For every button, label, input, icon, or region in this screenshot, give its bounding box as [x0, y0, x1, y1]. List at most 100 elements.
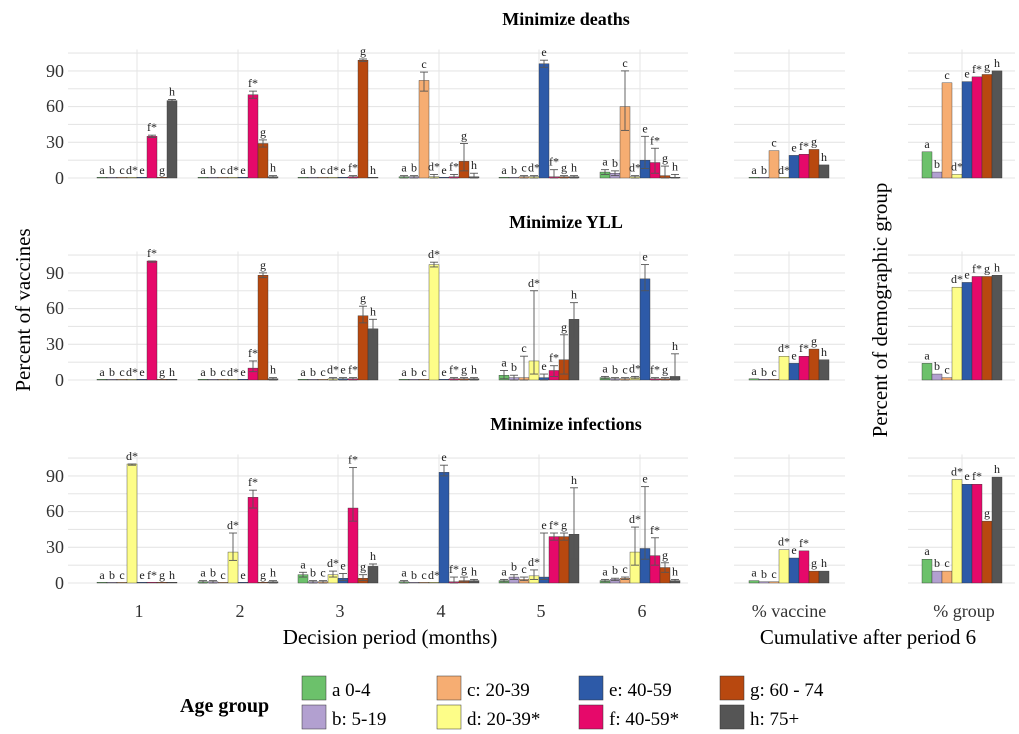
bar-p2-c	[217, 379, 229, 381]
bar-label: d*	[227, 365, 239, 379]
bar-vaccine-a	[748, 378, 760, 381]
xtick-period-4: 4	[437, 601, 446, 621]
gridlines	[68, 49, 1015, 584]
bar-p1-c	[116, 176, 128, 179]
bar-label: h	[471, 363, 477, 377]
bar-group-f	[971, 76, 983, 179]
bar-label: f*	[248, 76, 258, 90]
bar-label: h	[270, 161, 276, 175]
bar-label: f*	[147, 246, 157, 260]
bar-group-d	[951, 479, 963, 584]
bar-label: b	[761, 567, 767, 581]
bar-label: f*	[549, 155, 559, 169]
legend-label-a: a 0-4	[332, 680, 371, 701]
legend-swatch-h	[719, 704, 745, 730]
bar-label: d*	[227, 518, 239, 532]
bar-label: h	[571, 288, 577, 302]
bar-group-e	[961, 81, 973, 179]
bar-p1-d	[126, 463, 138, 584]
bar-p3-a	[297, 379, 309, 381]
bar-label: e	[964, 267, 969, 281]
bar-p1-g	[156, 176, 168, 179]
bar-group-f	[971, 484, 983, 584]
bar-label: d*	[327, 556, 339, 570]
bar-group-b	[931, 570, 943, 584]
bar-label: b	[511, 560, 517, 574]
legend-swatch-c	[436, 675, 462, 701]
bar-label: b	[109, 568, 115, 582]
bar-label: g	[561, 518, 567, 532]
bar-label: g	[159, 163, 165, 177]
bar-p1-b	[106, 582, 118, 584]
bar-label: h	[672, 159, 678, 173]
bar-group-g	[981, 74, 993, 179]
bar-label: h	[994, 260, 1000, 274]
bar-label: e	[791, 543, 796, 557]
bar-label: a	[300, 163, 306, 177]
bar-group-e	[961, 484, 973, 584]
bar-label: d*	[126, 365, 138, 379]
bar-p2-e	[237, 379, 249, 381]
legend-swatch-g	[719, 675, 745, 701]
bar-label: a	[924, 137, 930, 151]
bar-label: c	[421, 568, 426, 582]
ytick-label: 90	[46, 61, 64, 81]
bar-p4-c	[418, 582, 430, 584]
bar-label: d*	[428, 159, 440, 173]
bar-label: h	[571, 473, 577, 487]
bar-label: g	[811, 334, 817, 348]
bar-label: c	[320, 365, 325, 379]
bar-label: c	[622, 363, 627, 377]
bar-label: b	[210, 566, 216, 580]
bar-vaccine-e	[788, 155, 800, 179]
bar-label: d*	[629, 512, 641, 526]
bar-label: c	[421, 365, 426, 379]
bar-label: b	[761, 163, 767, 177]
bar-label: c	[521, 341, 526, 355]
bar-label: g	[662, 363, 668, 377]
bar-label: c	[521, 161, 526, 175]
bar-label: f*	[799, 536, 809, 550]
bar-label: c	[521, 562, 526, 576]
legend-swatch-a	[301, 675, 327, 701]
legend-label-f: f: 40-59*	[609, 709, 679, 730]
bar-p3-b	[307, 176, 319, 179]
bar-label: g	[984, 506, 990, 520]
bar-label: f*	[972, 261, 982, 275]
bar-vaccine-a	[748, 176, 760, 179]
bar-label: g	[811, 556, 817, 570]
bar-label: f*	[449, 159, 459, 173]
bar-label: e	[139, 163, 144, 177]
bar-p1-g	[156, 379, 168, 381]
bar-p2-d	[227, 379, 239, 381]
bar-p2-c	[217, 176, 229, 179]
bar-group-h	[991, 70, 1003, 179]
legend-swatch-e	[578, 675, 604, 701]
xtick-period-3: 3	[336, 601, 345, 621]
bar-p2-b	[207, 379, 219, 381]
bar-p2-e	[237, 582, 249, 584]
legend-swatch-b	[301, 704, 327, 730]
bar-label: d*	[951, 464, 963, 478]
bar-label: e	[240, 568, 245, 582]
bar-p1-b	[106, 379, 118, 381]
bar-label: c	[622, 562, 627, 576]
ytick-label: 30	[46, 537, 64, 557]
bar-label: c	[220, 365, 225, 379]
bar-label: g	[811, 134, 817, 148]
bar-group-e	[961, 282, 973, 381]
bar-p3-b	[307, 379, 319, 381]
bar-label: g	[461, 363, 467, 377]
xtick-period-2: 2	[236, 601, 245, 621]
bar-p1-c	[116, 379, 128, 381]
bar-label: c	[220, 163, 225, 177]
bar-p4-d	[428, 582, 440, 584]
bar-label: g	[360, 44, 366, 58]
bar-label: b	[109, 365, 115, 379]
bar-label: e	[541, 45, 546, 59]
bar-vaccine-d	[778, 549, 790, 584]
bar-label: a	[501, 163, 507, 177]
bar-group-d	[951, 286, 963, 381]
bar-label: e	[964, 469, 969, 483]
bar-label: g	[662, 151, 668, 165]
